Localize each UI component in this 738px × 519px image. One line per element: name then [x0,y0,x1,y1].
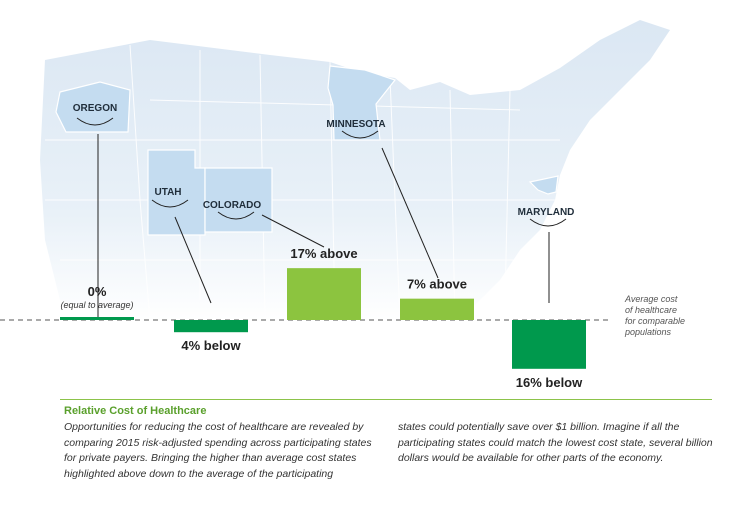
state-maryland [528,175,559,195]
value-label-maryland: 16% below [516,375,583,390]
average-label-line: of healthcare [625,305,677,315]
state-minnesota [327,65,397,141]
value-label-colorado: 17% above [290,246,357,261]
average-label-line: populations [624,327,672,337]
label-arc-maryland [529,218,567,227]
value-label-oregon: 0% [88,284,107,299]
caption-right-text: states could potentially save over $1 bi… [398,421,713,464]
bar-oregon [60,317,134,320]
label-arc-minnesota [341,130,379,139]
label-arc-oregon [76,117,114,126]
cost-chart: Average cost of healthcare for comparable p… [0,20,685,390]
connector-utah [174,216,212,304]
caption-left-text: Opportunities for reducing the cost of h… [64,421,372,480]
average-label: Average cost of healthcare for comparable p… [624,294,685,337]
label-arc-utah [151,199,189,208]
us-map-outline [40,20,670,320]
us-map [40,20,670,321]
connector-colorado [261,214,325,248]
state-label-utah: UTAH [154,187,181,198]
connector-minnesota [381,147,439,279]
state-label-oregon: OREGON [73,103,117,114]
label-arc-colorado [217,211,255,220]
bar-colorado [287,268,361,320]
sub-label-oregon: (equal to average) [60,300,133,310]
value-label-minnesota: 7% above [407,277,467,292]
value-label-utah: 4% below [181,338,241,353]
average-label-line: Average cost [624,294,678,304]
bar-utah [174,320,248,333]
caption-divider [60,399,712,400]
average-label-line: for comparable [625,316,685,326]
bar-maryland [512,320,586,369]
state-label-maryland: MARYLAND [518,207,575,218]
state-label-minnesota: MINNESOTA [326,119,385,130]
caption-title: Relative Cost of Healthcare [64,405,207,417]
state-label-colorado: COLORADO [203,200,262,211]
bar-minnesota [400,298,474,320]
state-colorado [204,167,273,233]
